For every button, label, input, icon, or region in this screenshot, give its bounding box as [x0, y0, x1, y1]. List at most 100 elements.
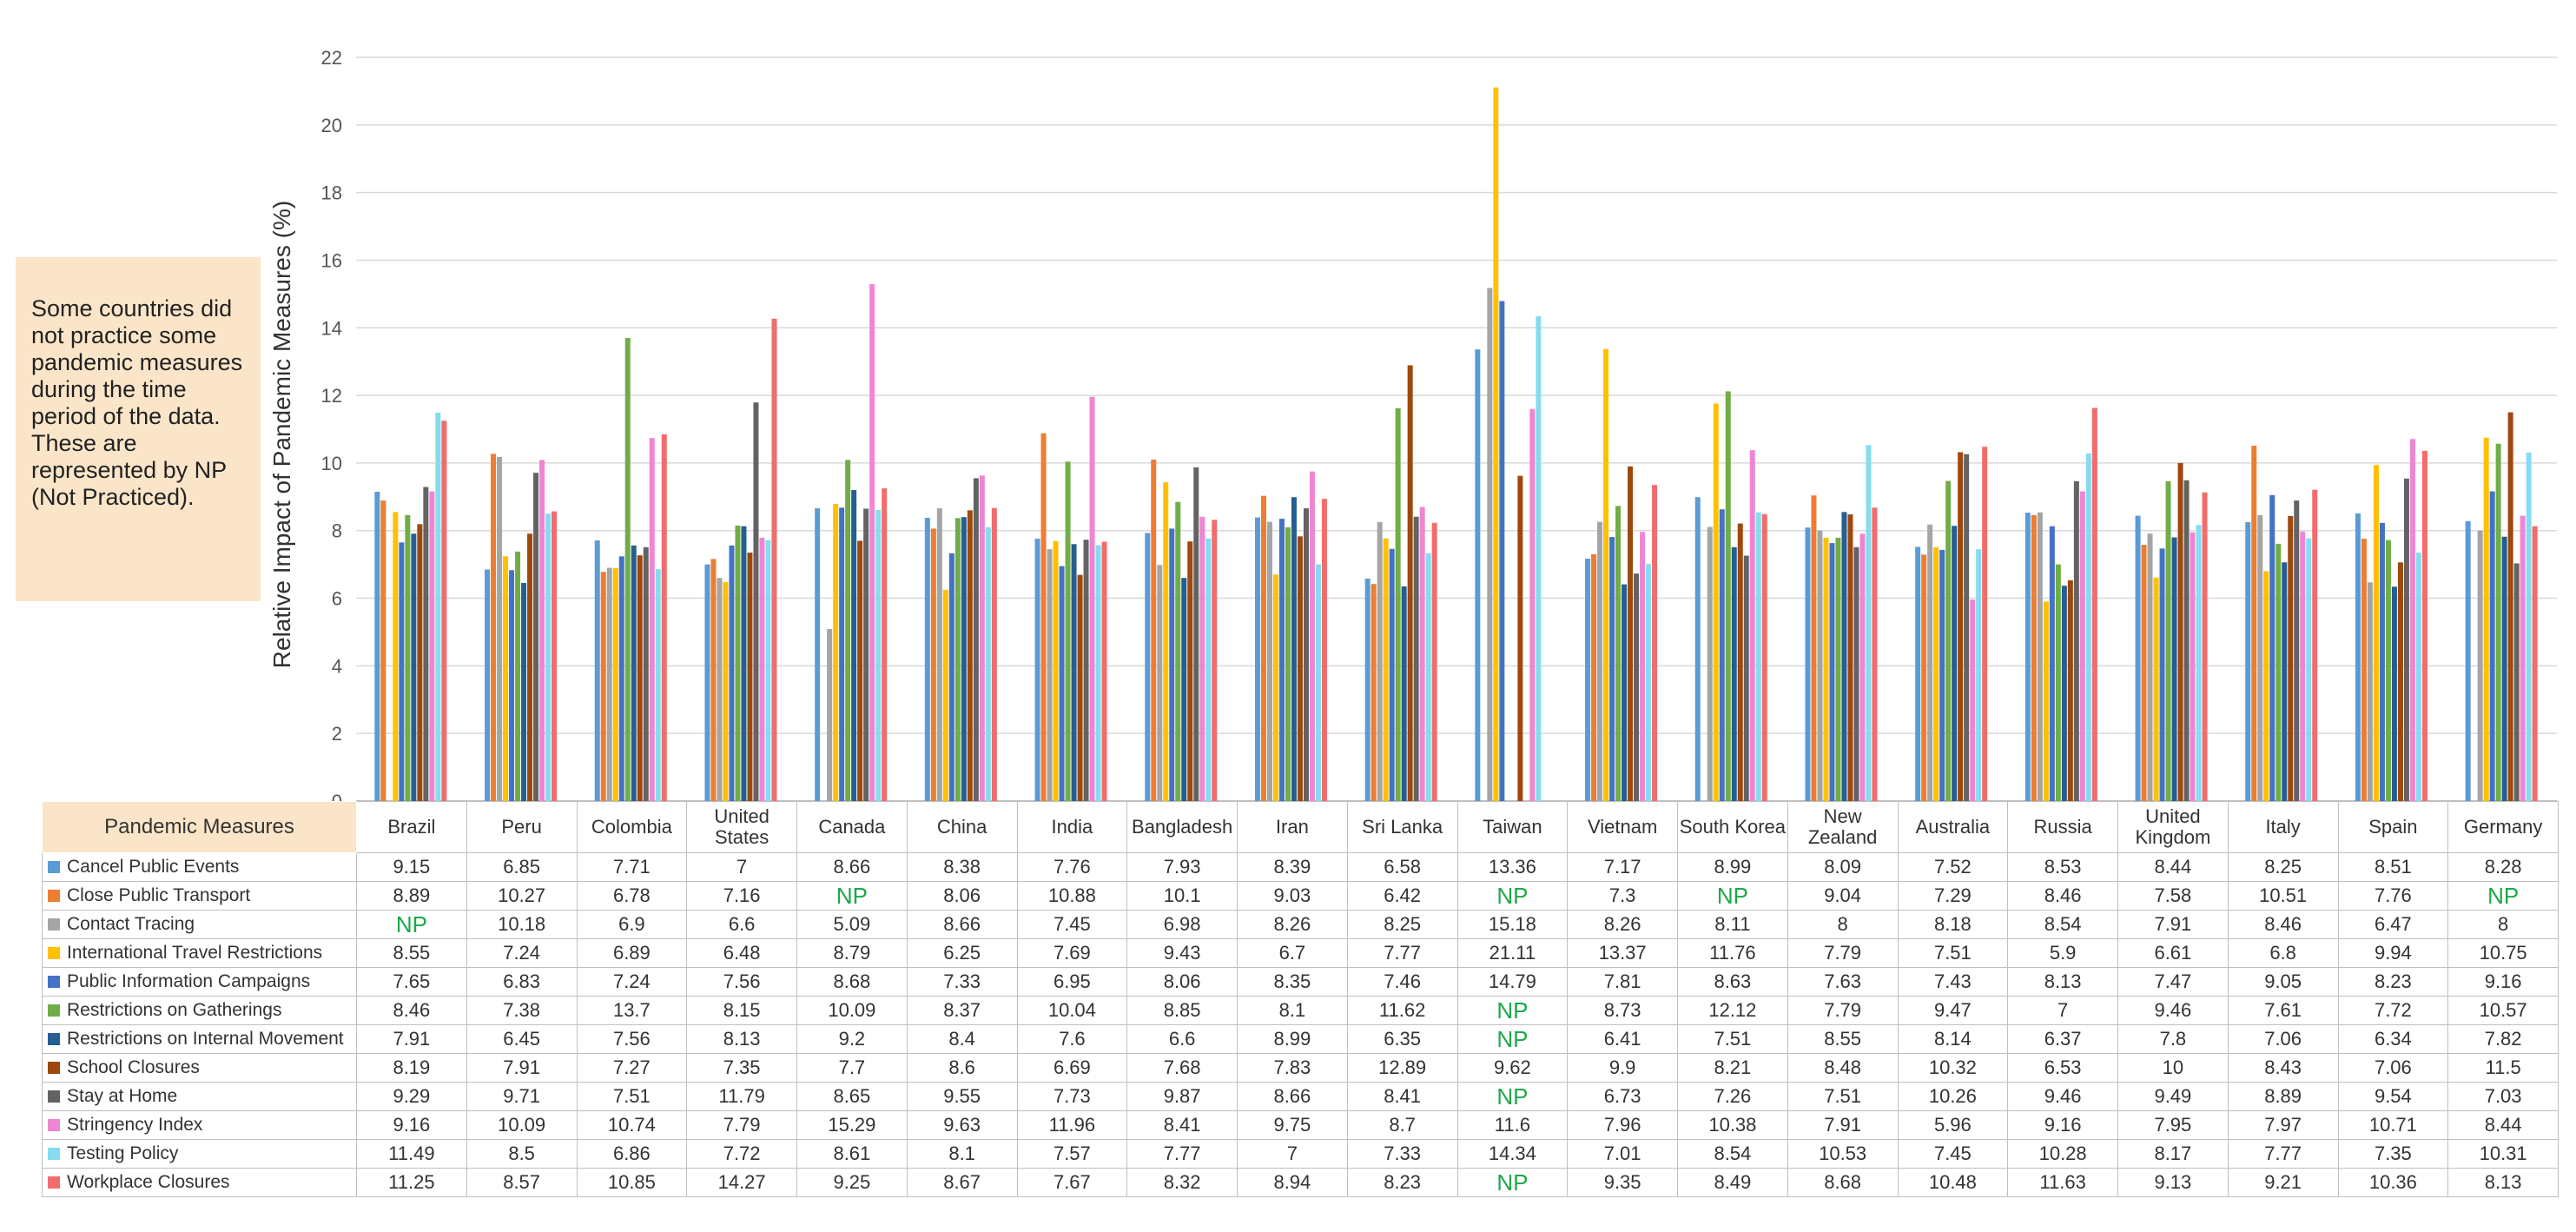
value-cell: 8.55 — [356, 938, 467, 968]
value-cell: 7.91 — [466, 1053, 578, 1083]
bar — [1291, 497, 1297, 801]
value-cell: 9.43 — [1126, 938, 1238, 968]
bar — [1755, 512, 1761, 801]
value-cell: 11.63 — [2007, 1168, 2118, 1197]
value-cell: 10.1 — [1126, 881, 1238, 911]
value-cell: 6.25 — [906, 938, 1018, 968]
bar — [1431, 522, 1437, 801]
bar — [1805, 527, 1811, 801]
value-cell: 7.01 — [1567, 1139, 1678, 1169]
bar — [1181, 578, 1187, 801]
bar — [1609, 537, 1615, 801]
np-cell: NP — [1456, 1082, 1569, 1111]
bar — [2159, 548, 2165, 801]
value-cell: 7.77 — [1346, 938, 1458, 968]
table-row: Close Public Transport 8.89 10.27 6.78 7.16 N… — [42, 881, 2559, 911]
legend-swatch — [48, 1119, 60, 1131]
country-header: Germany — [2447, 801, 2559, 853]
value-cell: 7.72 — [2337, 996, 2449, 1025]
value-cell: 7.57 — [1016, 1139, 1128, 1169]
bar — [961, 517, 967, 801]
table-row: Stringency Index 9.16 10.09 10.74 7.79 15.29 9… — [42, 1110, 2559, 1140]
np-cell: NP — [2447, 881, 2559, 911]
value-cell: 7.29 — [1897, 881, 2009, 911]
value-cell: 8.41 — [1346, 1082, 1458, 1111]
bar — [1205, 538, 1212, 801]
bar — [2153, 577, 2159, 801]
bar — [417, 524, 423, 801]
value-cell: 6.37 — [2007, 1024, 2118, 1054]
bar — [1640, 532, 1646, 801]
bar — [1536, 316, 1542, 801]
country-header: United Kingdom — [2117, 801, 2229, 853]
country-header: Colombia — [576, 801, 688, 853]
value-cell: 10.57 — [2447, 996, 2559, 1025]
legend-swatch — [48, 1090, 60, 1103]
bar — [771, 318, 777, 801]
bar — [1157, 565, 1163, 801]
np-cell: NP — [356, 910, 467, 939]
bar — [1952, 526, 1958, 801]
bar — [2085, 454, 2091, 801]
legend-swatch — [48, 861, 60, 873]
value-cell: 9.16 — [2447, 967, 2559, 997]
bar — [735, 525, 741, 801]
bar — [1053, 540, 1059, 801]
bar — [631, 545, 637, 801]
np-cell: NP — [1456, 1168, 1569, 1197]
bar — [1976, 549, 1982, 801]
bar — [1389, 548, 1395, 801]
value-cell: 6.58 — [1346, 852, 1458, 882]
bar — [2361, 539, 2367, 801]
legend-swatch — [48, 1176, 60, 1189]
bar — [2465, 520, 2471, 801]
bar — [600, 572, 606, 801]
bar — [839, 507, 845, 801]
bar — [827, 628, 833, 801]
value-cell: 7 — [686, 852, 797, 882]
series-label: Contact Tracing — [42, 910, 357, 939]
bar — [2477, 530, 2483, 801]
bar — [1071, 544, 1077, 801]
bar — [1077, 574, 1083, 801]
value-cell: 7.45 — [1897, 1139, 2009, 1169]
bar — [851, 490, 857, 801]
bar — [2501, 536, 2507, 801]
bar — [1083, 540, 1089, 801]
value-cell: 7.96 — [1567, 1110, 1678, 1140]
value-cell: 8.39 — [1237, 852, 1348, 882]
value-cell: 7.95 — [2117, 1110, 2229, 1140]
table-row: Public Information Campaigns 7.65 6.83 7.24… — [42, 967, 2559, 997]
bar — [2055, 564, 2061, 801]
value-cell: 10.09 — [466, 1110, 578, 1140]
bar — [942, 589, 948, 801]
bar — [1939, 549, 1945, 801]
series-name: Testing Policy — [67, 1143, 179, 1163]
bar — [759, 537, 765, 801]
bar — [845, 460, 851, 801]
value-cell: 9.46 — [2117, 996, 2229, 1025]
series-name: Public Information Campaigns — [67, 971, 311, 991]
value-cell: 5.09 — [796, 910, 908, 939]
value-cell: 9.94 — [2337, 938, 2449, 968]
pandemic-measures-header: Pandemic Measures — [42, 801, 357, 853]
bar — [1823, 537, 1829, 801]
legend-swatch — [48, 1062, 60, 1074]
value-cell: 8.25 — [1346, 910, 1458, 939]
value-cell: 8.18 — [1897, 910, 2009, 939]
bar — [2288, 516, 2294, 801]
bar — [1707, 527, 1713, 801]
value-cell: 15.18 — [1456, 910, 1569, 939]
bar — [1278, 519, 1285, 801]
bar — [1529, 408, 1536, 801]
value-cell: 7.35 — [686, 1053, 797, 1083]
table-row: Contact Tracing NP 10.18 6.9 6.6 5.09 8.66 7.45… — [42, 910, 2559, 939]
y-tick-labels: 0 2 4 6 8 10 12 14 16 18 20 22 — [321, 47, 342, 803]
value-cell: 9.13 — [2117, 1168, 2229, 1197]
bar — [1383, 538, 1389, 801]
value-cell: 8.06 — [906, 881, 1018, 911]
bar — [2067, 580, 2073, 801]
bar — [985, 527, 991, 801]
value-cell: 11.62 — [1346, 996, 1458, 1025]
value-cell: 7.72 — [686, 1139, 797, 1169]
